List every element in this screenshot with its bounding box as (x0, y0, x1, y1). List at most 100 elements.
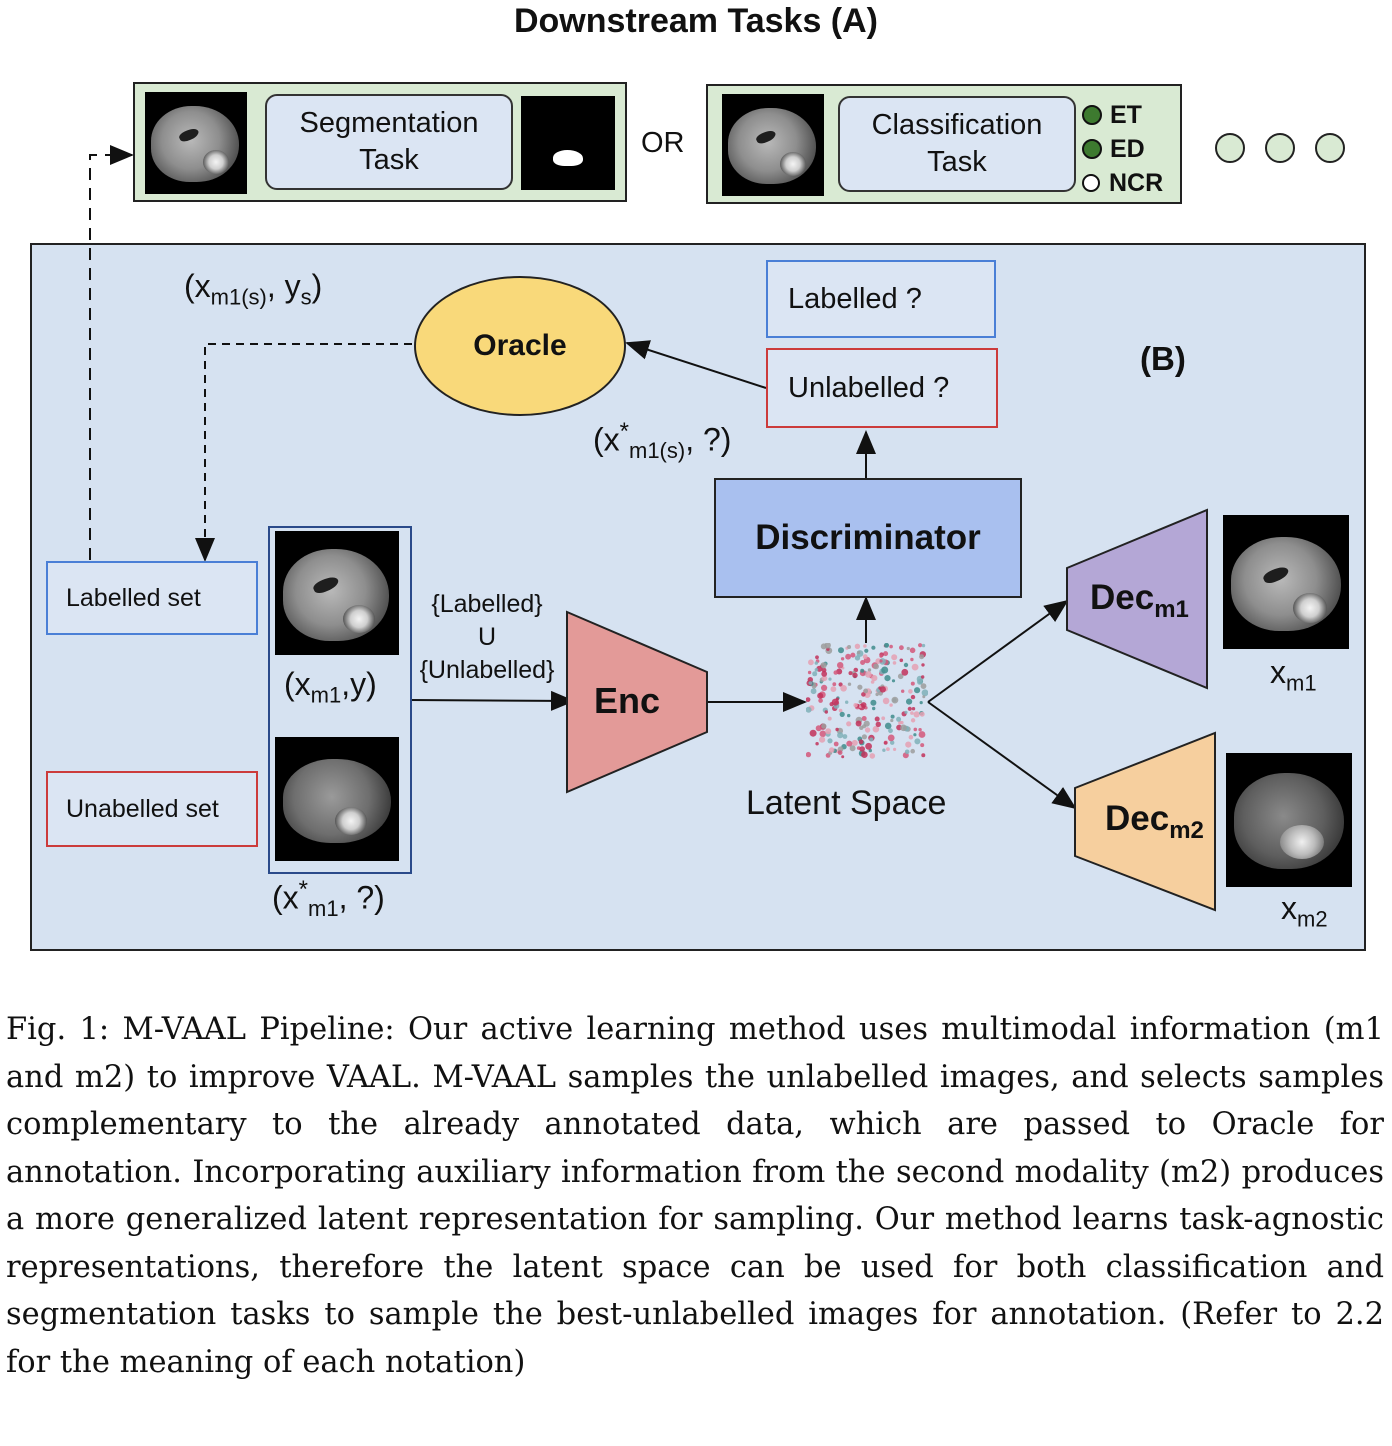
latent-point (819, 730, 827, 738)
latent-point (827, 716, 832, 721)
latent-point (921, 675, 925, 679)
latent-point (862, 724, 867, 729)
latent-point (881, 666, 889, 674)
latent-point (833, 670, 838, 675)
latent-point (847, 713, 851, 718)
unlabelled-set-box: Unabelled set (46, 771, 258, 847)
latent-point (893, 747, 897, 751)
class-label-et: ET (1082, 98, 1163, 132)
latent-point (821, 675, 828, 682)
input-image-column (268, 526, 412, 874)
latent-point (911, 707, 916, 711)
latent-point (886, 747, 890, 751)
latent-point (903, 662, 909, 668)
latent-point (857, 684, 863, 690)
latent-point (815, 742, 819, 746)
latent-point (868, 748, 872, 753)
decoder-m2-shape (1074, 731, 1216, 912)
latent-point (891, 679, 896, 683)
latent-point (900, 720, 904, 725)
latent-point (861, 716, 867, 721)
labelled-set-box: Labelled set (46, 561, 258, 635)
classification-task-box: Classification Task (838, 96, 1076, 192)
latent-point (863, 688, 869, 694)
latent-space-scatter (806, 643, 928, 759)
latent-point (891, 654, 898, 661)
latent-point (883, 651, 889, 657)
latent-point (910, 711, 914, 715)
latent-point (892, 661, 897, 665)
latent-point (919, 701, 923, 705)
latent-point (920, 683, 927, 689)
latent-point (854, 643, 861, 649)
latent-point (846, 740, 853, 747)
union-label: {Labelled} U {Unlabelled} (419, 590, 555, 684)
latent-point (888, 728, 893, 734)
latent-point (858, 700, 862, 704)
latent-point (874, 716, 880, 722)
latent-point (860, 668, 865, 673)
latent-point (872, 725, 880, 733)
latent-point (846, 721, 852, 727)
latent-point (910, 748, 915, 754)
segmentation-task-box: Segmentation Task (265, 94, 513, 190)
latent-point (913, 711, 920, 718)
latent-point (913, 733, 917, 737)
latent-point (901, 689, 905, 693)
latent-point (818, 698, 823, 703)
latent-point (871, 645, 876, 650)
latent-point (837, 662, 844, 669)
unlabelled-question-box: Unlabelled ? (766, 348, 998, 428)
latent-point (821, 684, 828, 691)
latent-point (861, 692, 866, 697)
unlabelled-pair-label: (x*m1, ?) (272, 876, 385, 922)
connector-arrows (89, 145, 1216, 912)
label-b: (B) (1140, 340, 1186, 377)
labelled-pair-label: (xm1,y) (284, 666, 377, 708)
latent-point (921, 753, 926, 758)
latent-point (882, 697, 890, 705)
latent-point (841, 755, 845, 759)
latent-point (832, 682, 837, 687)
latent-point (865, 671, 872, 678)
ellipsis-dot-1 (1215, 133, 1245, 163)
class-label-ncr: NCR (1082, 166, 1163, 200)
latent-point (906, 646, 910, 651)
latent-point (861, 734, 867, 740)
brain-mri-image (145, 92, 247, 194)
latent-point (914, 738, 921, 745)
latent-point (890, 740, 895, 745)
latent-point (889, 644, 893, 649)
latent-point (838, 682, 843, 687)
latent-point (821, 723, 827, 729)
labelled-question-box: Labelled ? (766, 260, 996, 338)
latent-point (851, 739, 858, 746)
latent-point (896, 716, 902, 722)
latent-point (899, 645, 904, 651)
latent-point (904, 710, 908, 714)
classification-task-line1: Classification (871, 109, 1043, 141)
segmentation-panel: Segmentation Task (133, 82, 627, 202)
latent-point (810, 688, 817, 695)
discriminator-node: Discriminator (714, 478, 1022, 598)
latent-point (840, 685, 847, 692)
latent-point (862, 654, 868, 660)
oracle-output-label: (xm1(s), ys) (184, 268, 323, 310)
downstream-tasks-title: Downstream Tasks (A) (513, 2, 879, 40)
latent-point (820, 643, 827, 650)
latent-point (887, 734, 895, 742)
latent-point (830, 686, 837, 692)
reconstructed-m2-image (1226, 753, 1352, 887)
latent-point (814, 668, 819, 672)
latent-point (855, 720, 862, 727)
latent-point (873, 663, 879, 670)
latent-point (837, 750, 843, 755)
latent-point (829, 747, 835, 753)
classification-task-line2: Task (927, 146, 987, 178)
latent-point (842, 734, 848, 739)
latent-point (838, 708, 843, 713)
latent-point (865, 742, 872, 750)
x-m1-label: xm1 (1270, 654, 1317, 696)
latent-point (906, 698, 913, 705)
latent-point (809, 729, 817, 737)
